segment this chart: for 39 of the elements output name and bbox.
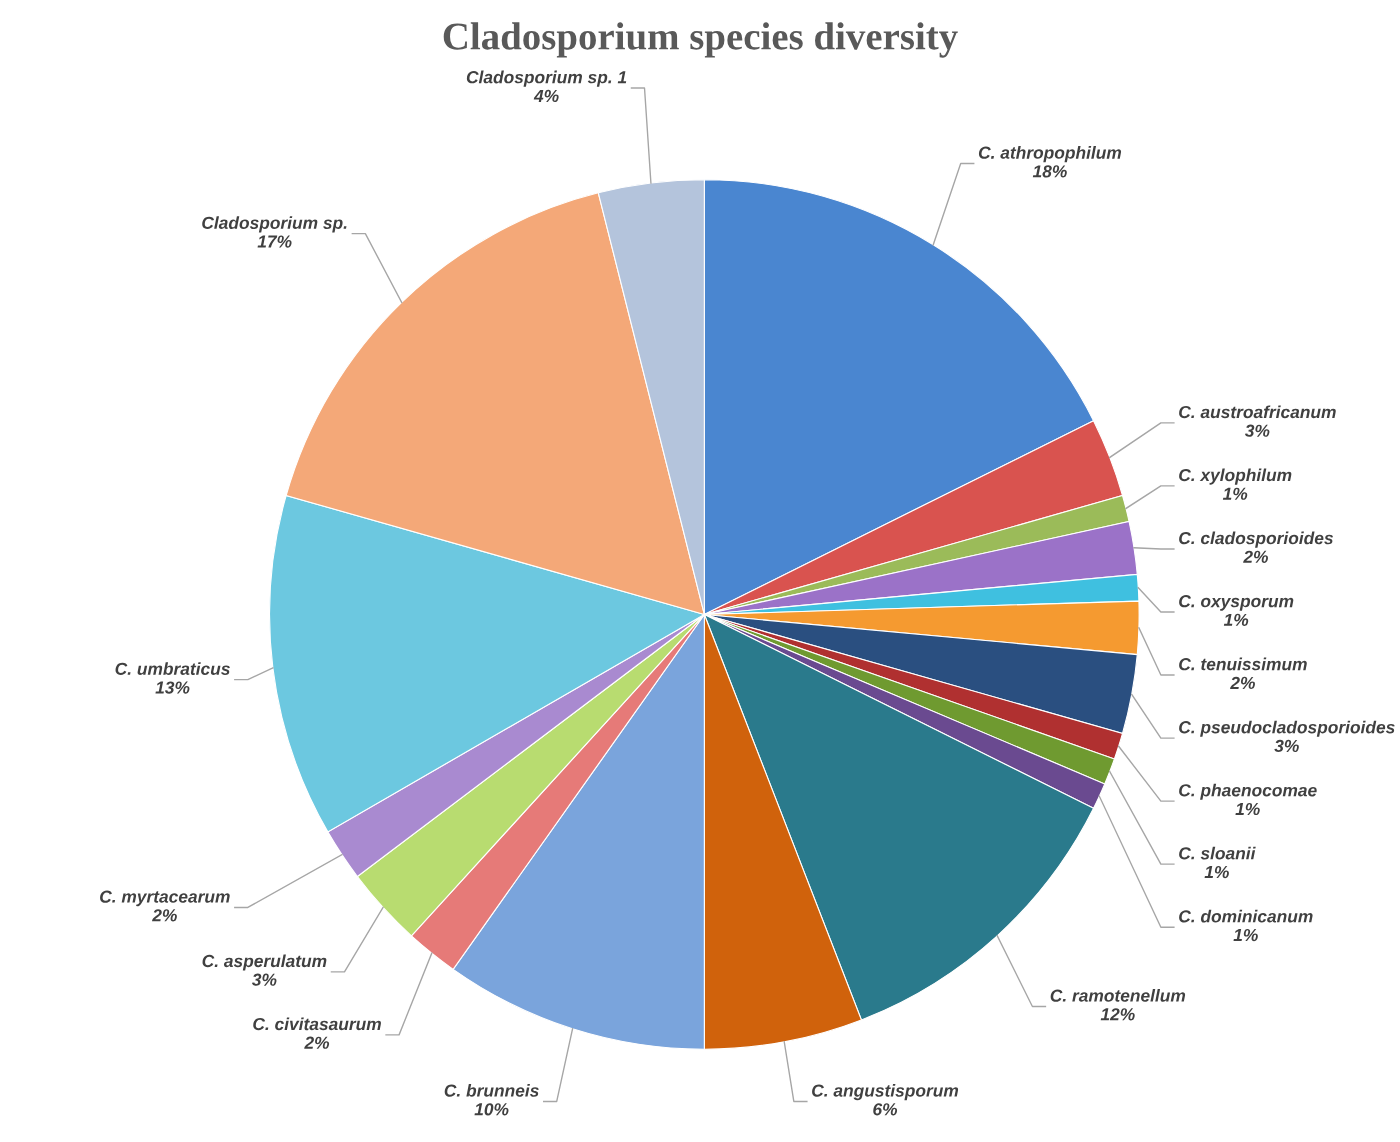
chart-title: Cladosporium species diversity bbox=[443, 22, 958, 58]
slice-label: C. xylophilum bbox=[1179, 468, 1292, 485]
data-label: 3% bbox=[251, 973, 277, 986]
data-label: 3% bbox=[1274, 739, 1299, 753]
data-label: 6% bbox=[873, 1103, 898, 1116]
data-label: 1% bbox=[1233, 929, 1258, 942]
slice-label: C. oxysporum bbox=[1179, 595, 1294, 611]
slice-label: C. pseudocladosporioides bbox=[1179, 720, 1395, 737]
data-label: 18% bbox=[1032, 165, 1067, 178]
data-label: 1% bbox=[1204, 865, 1229, 879]
slice-label: C. phaenocomae bbox=[1179, 783, 1317, 800]
slice-label: C. myrtacearum bbox=[100, 890, 230, 907]
slice-label: C. austroafricanum bbox=[1179, 405, 1336, 419]
data-label: 2% bbox=[152, 909, 177, 922]
data-label: 12% bbox=[1100, 1008, 1135, 1021]
data-label: 13% bbox=[155, 681, 190, 694]
slice-label: C. athropophilum bbox=[978, 146, 1122, 163]
slice-label: C. ramotenellum bbox=[1050, 989, 1186, 1002]
slice-label: Cladosporium sp. 1 bbox=[466, 70, 627, 87]
data-label: 1% bbox=[1235, 802, 1260, 816]
data-label: 4% bbox=[533, 89, 559, 103]
slice-label: C. civitasaurum bbox=[253, 1017, 381, 1031]
data-label: 3% bbox=[1244, 424, 1270, 437]
slice-label: C. umbraticus bbox=[115, 662, 230, 675]
data-label: 2% bbox=[1243, 550, 1268, 563]
slice-label: C. cladosporioides bbox=[1179, 531, 1333, 548]
slice-label: C. tenuissimum bbox=[1179, 657, 1307, 671]
slice-label: C. sloanii bbox=[1179, 846, 1256, 860]
slice-label: C. angustisporum bbox=[812, 1083, 959, 1101]
data-label: 1% bbox=[1223, 613, 1249, 626]
slice-label: C. asperulatum bbox=[202, 954, 327, 971]
data-label: 10% bbox=[474, 1103, 509, 1116]
slice-label: C. dominicanum bbox=[1179, 909, 1313, 923]
data-label: 17% bbox=[257, 235, 292, 248]
slice-label: C. brunneis bbox=[444, 1083, 539, 1097]
data-label: 2% bbox=[1230, 676, 1255, 689]
data-label: 2% bbox=[304, 1036, 330, 1049]
slice-label: Cladosporium sp. bbox=[202, 216, 347, 233]
data-label: 1% bbox=[1222, 487, 1248, 500]
